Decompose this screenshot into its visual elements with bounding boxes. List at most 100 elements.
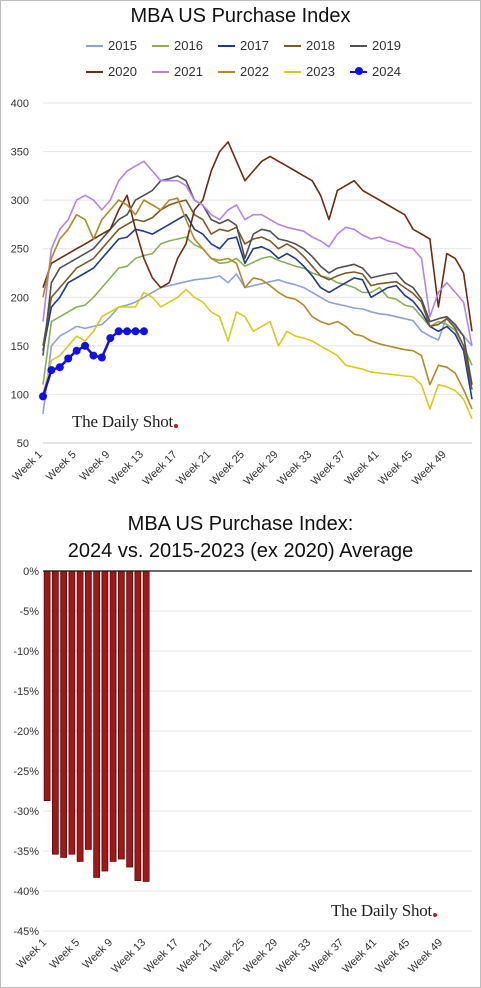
bar <box>85 570 92 850</box>
legend-swatch <box>350 45 367 47</box>
legend-swatch <box>218 45 235 47</box>
bar <box>43 570 51 802</box>
x-tick-label: Week 25 <box>208 449 247 488</box>
y-tick-label: -30% <box>13 806 39 818</box>
x-tick-label: Week 45 <box>373 937 412 976</box>
data-point-2024 <box>55 363 64 372</box>
x-tick-label: Week 37 <box>307 937 346 976</box>
x-tick-label: Week 29 <box>242 449 281 488</box>
y-tick-label: 400 <box>11 98 29 110</box>
legend-label: 2018 <box>306 38 335 53</box>
x-tick-label: Week 45 <box>376 449 415 488</box>
line-chart-watermark: The Daily Shot <box>72 412 179 432</box>
x-tick-label: Week 25 <box>208 937 247 976</box>
series-line-2017 <box>42 213 473 400</box>
watermark-text: The Daily Shot <box>331 901 433 920</box>
x-tick-label: Week 13 <box>107 449 146 488</box>
x-tick-label: Week 1 <box>15 937 50 972</box>
bar <box>101 570 109 872</box>
watermark-text: The Daily Shot <box>72 412 174 431</box>
legend-label: 2016 <box>174 38 203 53</box>
data-point-2024 <box>97 353 106 362</box>
bar <box>76 570 84 862</box>
bar <box>118 570 125 860</box>
bar <box>60 570 67 858</box>
y-tick-label: 250 <box>11 244 29 256</box>
series-line-2018 <box>42 199 473 390</box>
data-point-2024 <box>47 366 56 375</box>
data-point-2024 <box>89 351 98 360</box>
legend-label: 2023 <box>306 64 335 79</box>
legend-label: 2021 <box>174 64 203 79</box>
series-line-2022 <box>42 197 473 410</box>
data-point-2024 <box>81 341 90 350</box>
bar-chart-subtitle: 2024 vs. 2015-2023 (ex 2020) Average <box>67 540 414 562</box>
bar <box>134 570 142 882</box>
bar-chart-watermark: The Daily Shot <box>331 901 438 921</box>
bar <box>93 570 100 878</box>
bar-chart-title: MBA US Purchase Index: <box>127 513 354 535</box>
series-line-2015 <box>42 273 473 414</box>
data-point-2024 <box>39 392 47 401</box>
data-point-2024 <box>139 327 148 336</box>
y-tick-label: -40% <box>13 886 39 898</box>
x-tick-label: Week 13 <box>109 937 148 976</box>
y-tick-label: 0% <box>23 566 39 578</box>
x-tick-label: Week 17 <box>142 937 181 976</box>
y-tick-label: -20% <box>13 726 39 738</box>
x-tick-label: Week 41 <box>343 449 382 488</box>
x-tick-label: Week 21 <box>175 937 214 976</box>
legend-label: 2017 <box>240 38 269 53</box>
legend-swatch <box>152 71 169 73</box>
legend-swatch <box>152 45 169 47</box>
y-tick-label: 100 <box>11 389 29 401</box>
x-tick-label: Week 29 <box>241 937 280 976</box>
bar <box>126 570 133 868</box>
bar-chart: 0%-5%-10%-15%-20%-25%-30%-35%-40%-45%Wee… <box>13 566 472 976</box>
y-tick-label: -15% <box>13 686 39 698</box>
x-tick-label: Week 17 <box>141 449 180 488</box>
x-tick-label: Week 33 <box>275 449 314 488</box>
watermark-dot-icon <box>174 424 179 428</box>
series-line-2016 <box>42 236 473 385</box>
data-point-2024 <box>131 327 140 336</box>
series-line-2020 <box>42 141 473 332</box>
legend-swatch <box>86 71 103 73</box>
legend-label: 2015 <box>108 38 137 53</box>
bar <box>68 570 76 855</box>
x-tick-label: Week 21 <box>174 449 213 488</box>
y-tick-label: 50 <box>17 438 29 450</box>
x-tick-label: Week 1 <box>10 449 45 484</box>
data-point-2024 <box>72 346 81 355</box>
legend-marker-icon <box>355 67 363 75</box>
data-point-2024 <box>114 327 123 336</box>
x-tick-label: Week 33 <box>274 937 313 976</box>
data-point-2024 <box>123 327 132 336</box>
y-tick-label: 150 <box>11 341 29 353</box>
x-tick-label: Week 5 <box>48 937 83 972</box>
y-tick-label: -45% <box>13 926 39 938</box>
x-tick-label: Week 37 <box>309 449 348 488</box>
x-tick-label: Week 49 <box>406 937 445 976</box>
bar <box>52 570 59 855</box>
series-line-2021 <box>42 160 473 347</box>
legend-label: 2024 <box>372 64 401 79</box>
data-point-2024 <box>106 334 115 343</box>
x-tick-label: Week 49 <box>410 449 449 488</box>
series-line-2019 <box>42 175 473 385</box>
bar <box>142 570 150 882</box>
legend-label: 2020 <box>108 64 137 79</box>
data-point-2024 <box>64 354 73 363</box>
x-tick-label: Week 41 <box>340 937 379 976</box>
watermark-dot-icon <box>433 913 438 917</box>
y-tick-label: -25% <box>13 766 39 778</box>
y-tick-label: -5% <box>19 606 39 618</box>
y-tick-label: -35% <box>13 846 39 858</box>
legend-swatch <box>284 71 301 73</box>
legend-label: 2022 <box>240 64 269 79</box>
y-tick-label: 200 <box>11 292 29 304</box>
legend-swatch <box>86 45 103 47</box>
bar <box>109 570 117 862</box>
legend-swatch <box>218 71 235 73</box>
